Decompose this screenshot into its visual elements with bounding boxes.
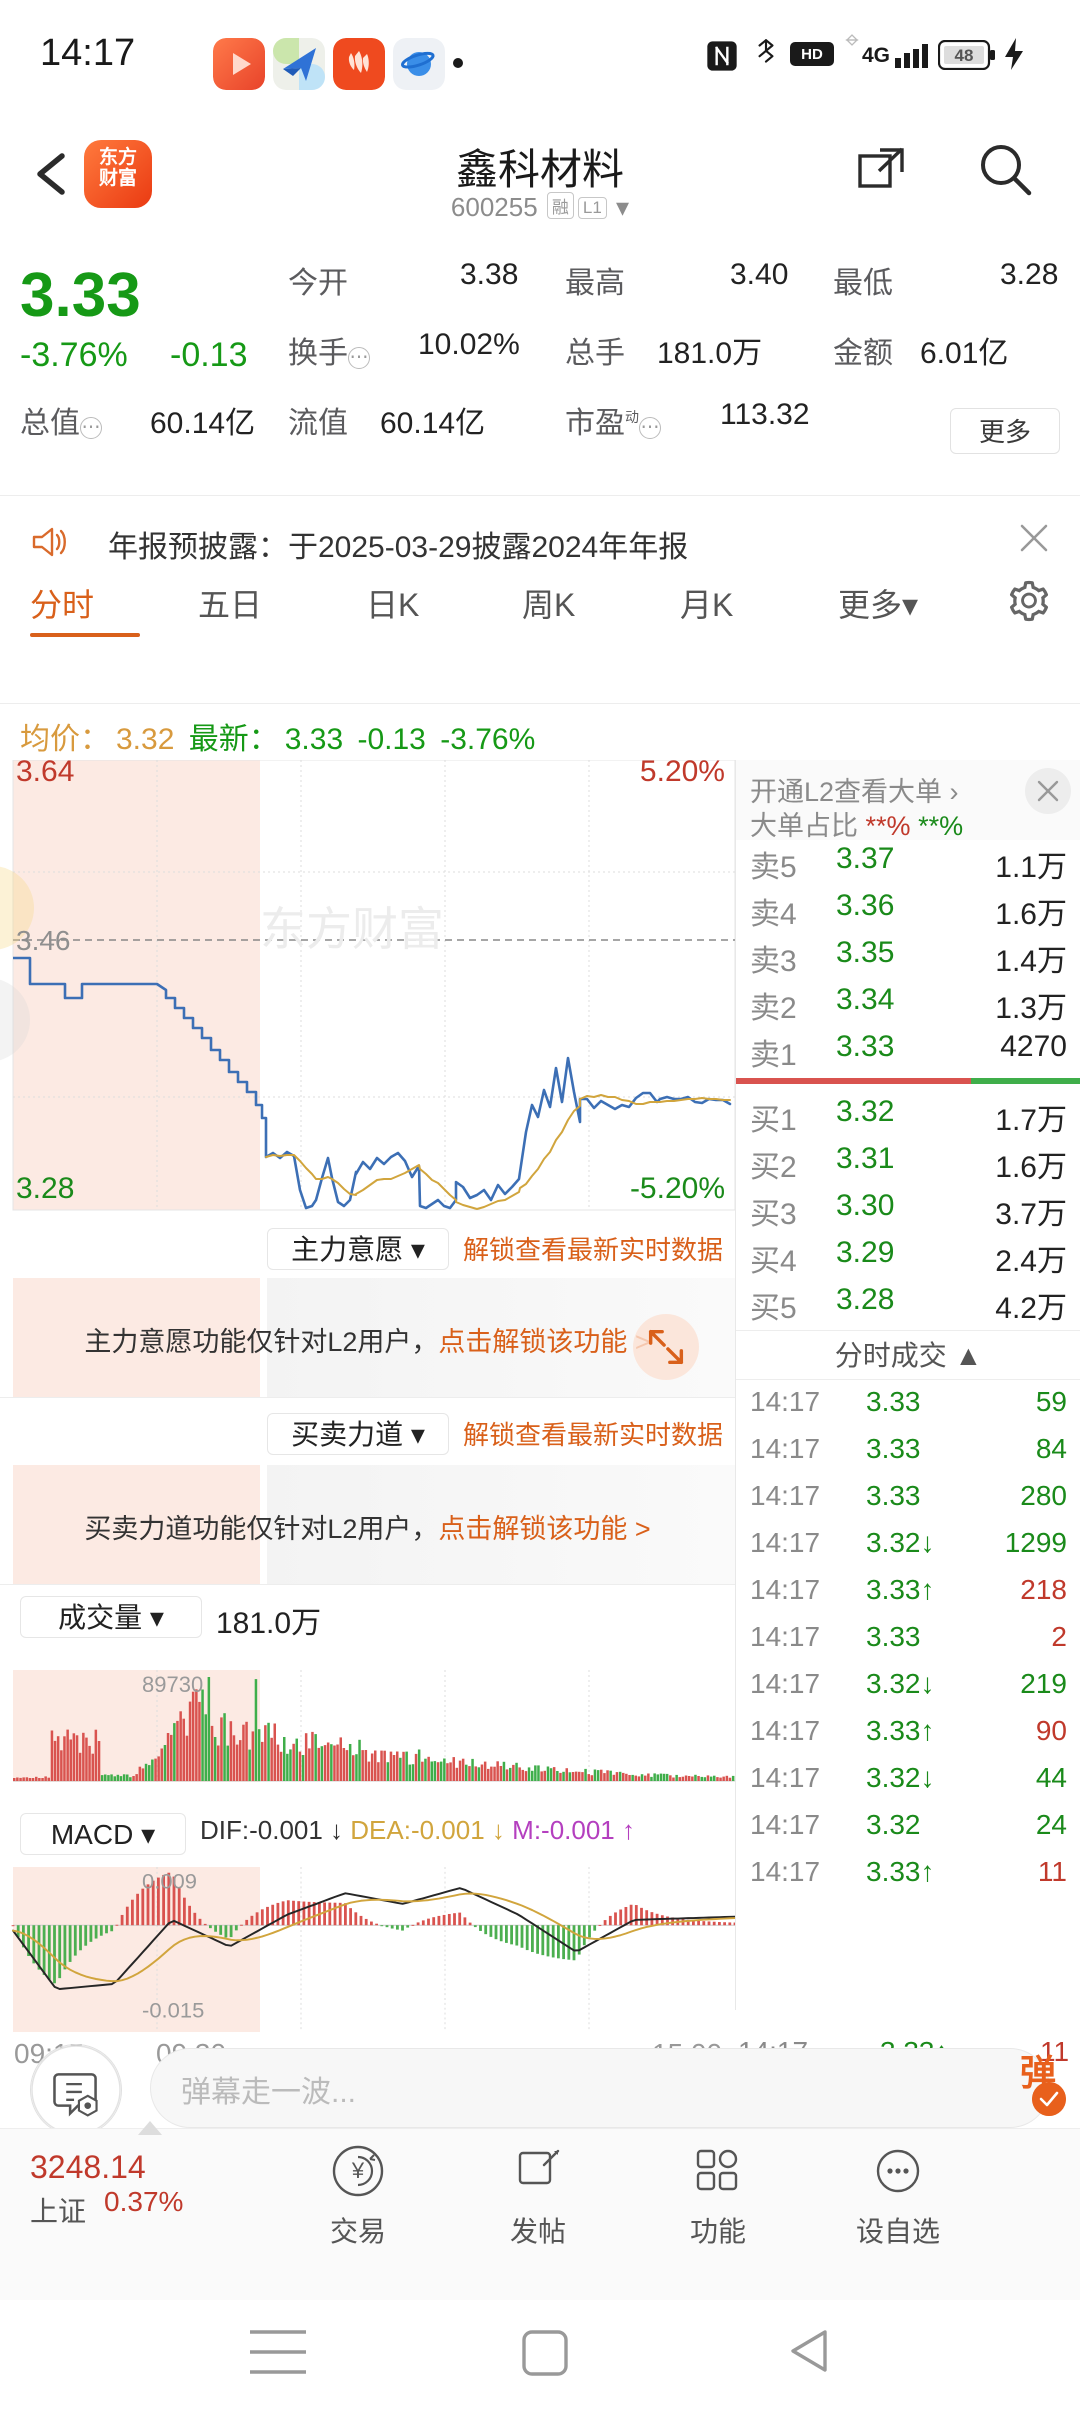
svg-text:东方财富: 东方财富: [260, 903, 444, 955]
svg-text:-0.015: -0.015: [142, 1998, 204, 2023]
svg-text:0.009: 0.009: [142, 1869, 197, 1894]
svg-text:48: 48: [955, 46, 974, 65]
svg-text:89730: 89730: [142, 1672, 203, 1697]
svg-text:¥: ¥: [351, 2158, 365, 2183]
svg-text:HD: HD: [801, 46, 823, 63]
